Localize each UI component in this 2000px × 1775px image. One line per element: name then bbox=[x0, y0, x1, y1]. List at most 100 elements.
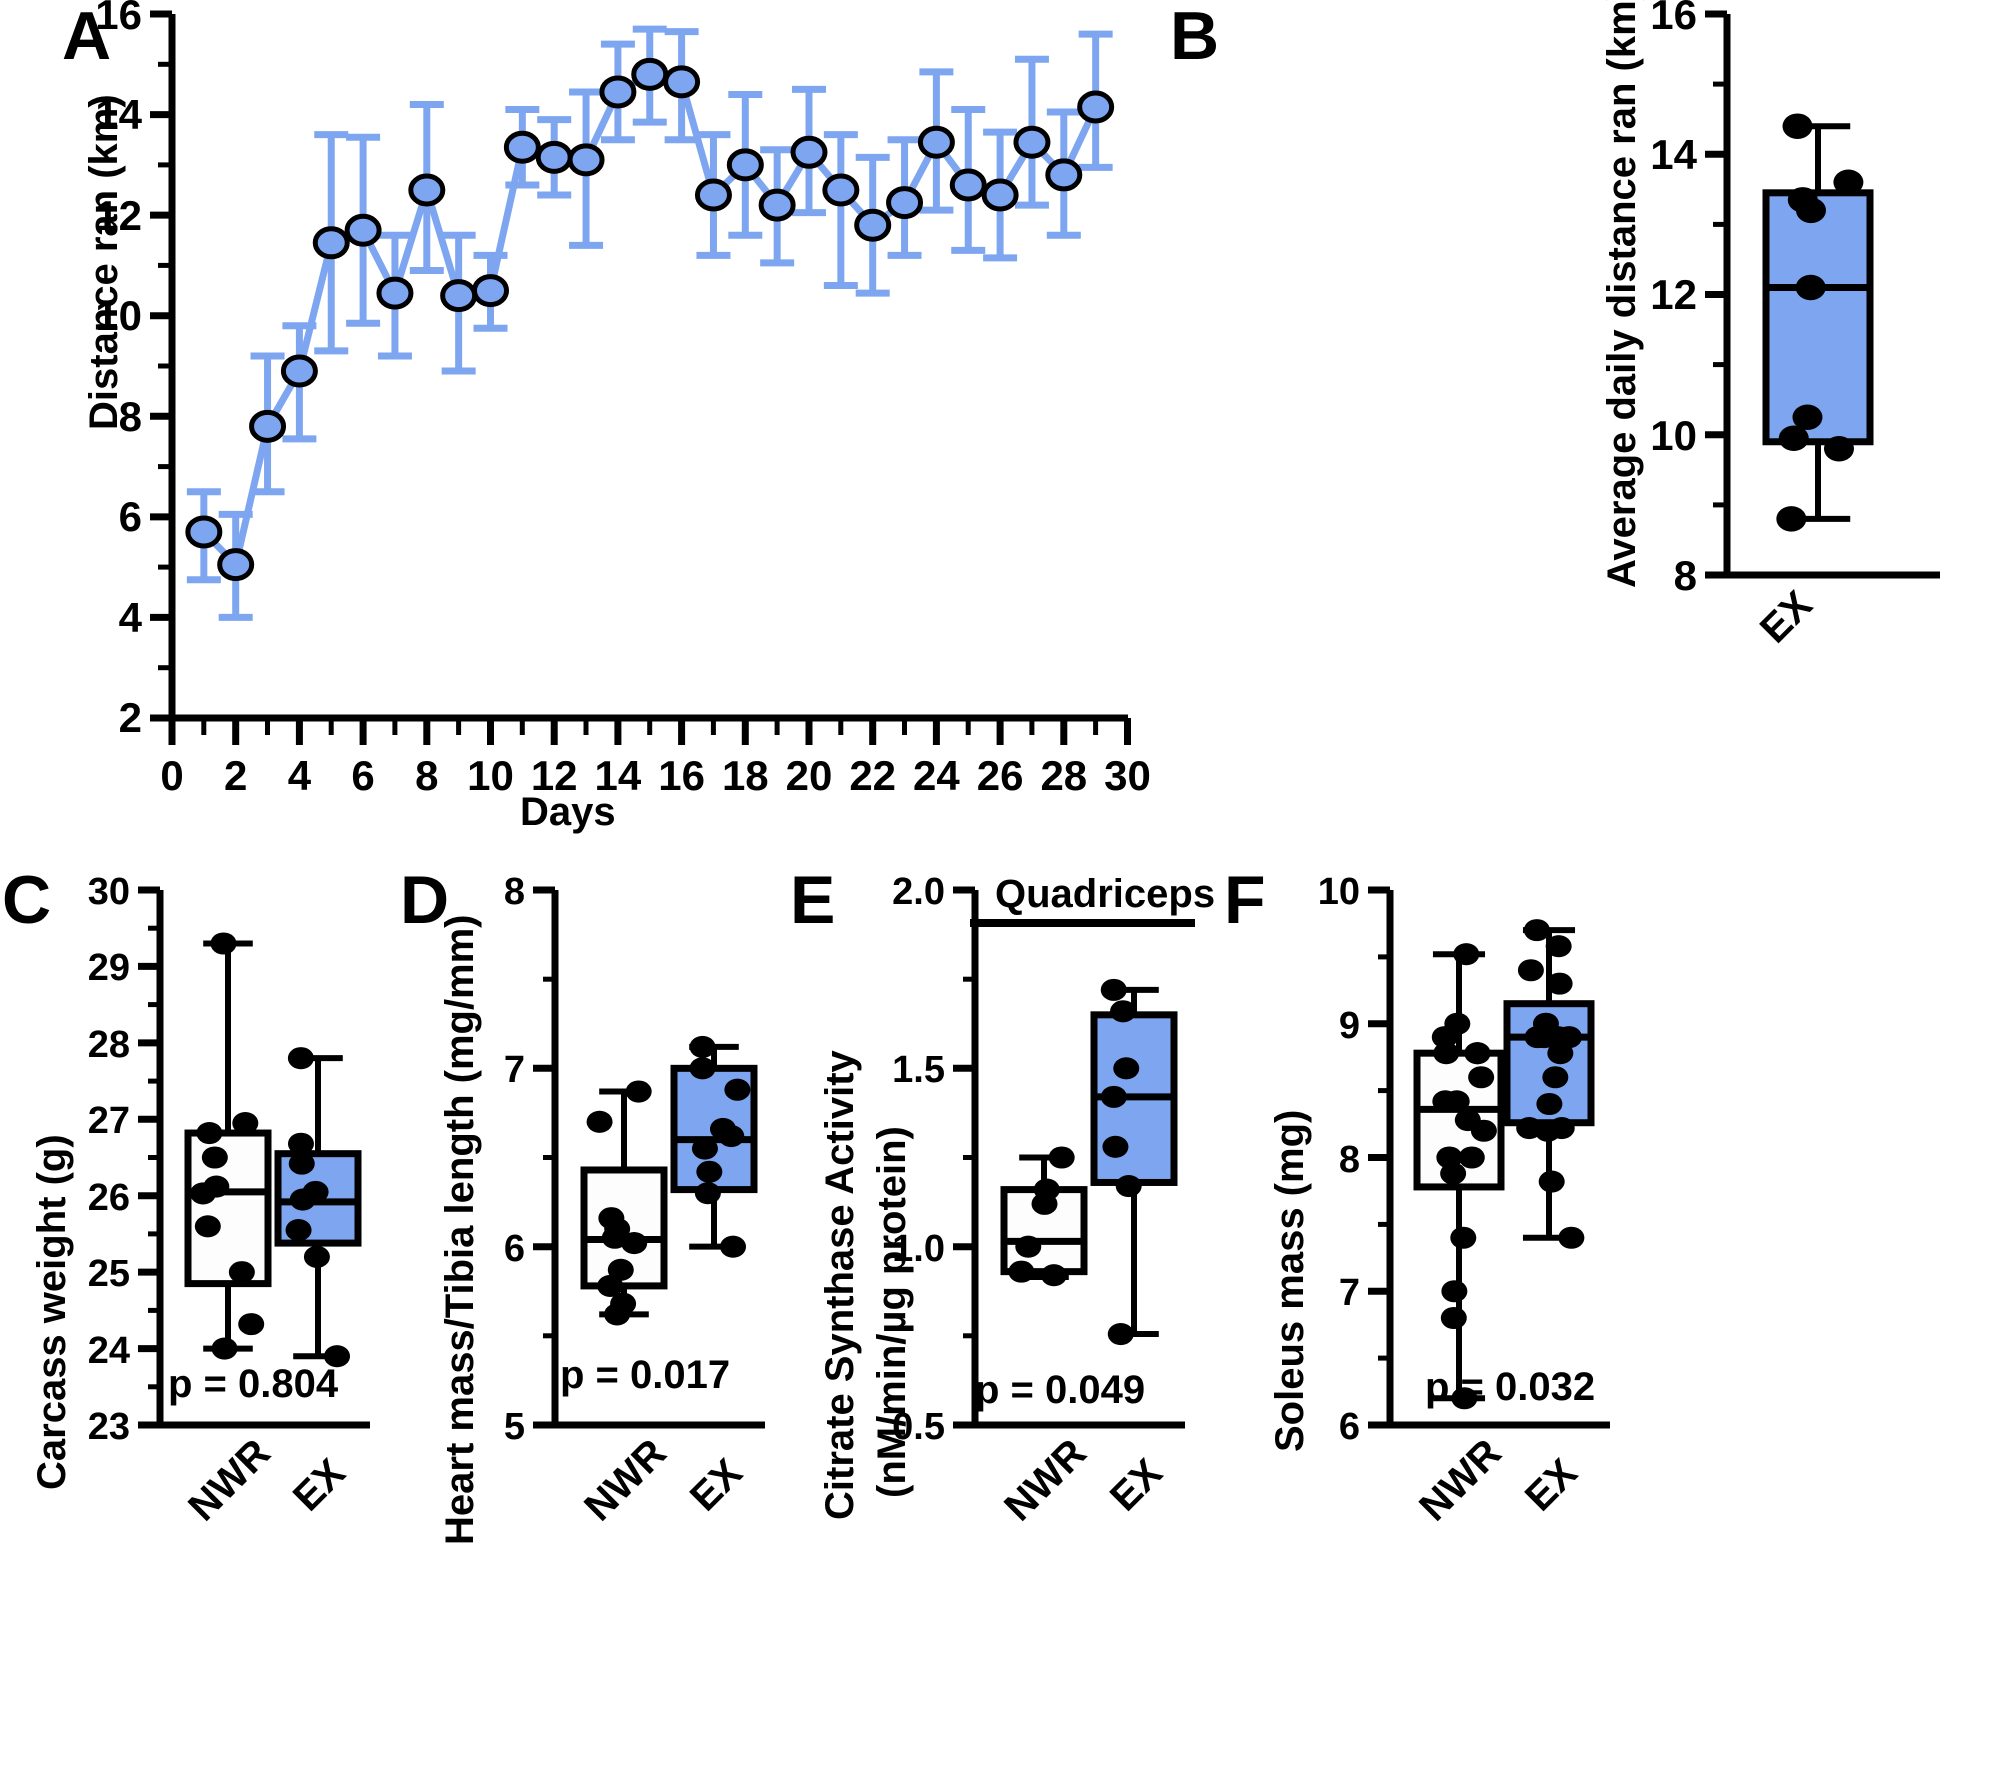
scatter-point bbox=[1450, 1226, 1477, 1249]
scatter-point bbox=[604, 1303, 631, 1326]
scatter-point bbox=[1440, 1162, 1467, 1185]
scatter-point bbox=[1545, 935, 1572, 958]
scatter-point bbox=[1100, 1085, 1127, 1108]
panel-d-p-value: p = 0.017 bbox=[560, 1353, 731, 1397]
scatter-point bbox=[689, 1035, 716, 1058]
panel-a-data-point bbox=[949, 168, 987, 202]
scatter-point bbox=[196, 1121, 223, 1145]
scatter-point bbox=[1778, 425, 1809, 452]
panel-e-inner-title: Quadriceps bbox=[995, 872, 1216, 916]
scatter-point bbox=[1100, 978, 1127, 1001]
scatter-point bbox=[689, 1057, 716, 1080]
svg-text:8: 8 bbox=[119, 393, 142, 440]
svg-text:14: 14 bbox=[1650, 131, 1697, 178]
panel-a-data-point bbox=[440, 279, 478, 313]
panel-a-x-axis-label: Days bbox=[520, 790, 616, 834]
scatter-point bbox=[694, 1182, 721, 1205]
scatter-point bbox=[1531, 1026, 1558, 1049]
scatter-point bbox=[1536, 1092, 1563, 1116]
panel-a-data-point bbox=[249, 409, 287, 443]
scatter-point bbox=[718, 1125, 745, 1148]
scatter-point bbox=[1468, 1066, 1495, 1089]
panel-f: F Soleus mass (mg) 10 9 8 7 bbox=[1210, 866, 1640, 1775]
scatter-point bbox=[303, 1245, 330, 1268]
scatter-point bbox=[238, 1313, 265, 1336]
svg-text:26: 26 bbox=[88, 1177, 130, 1219]
scatter-point bbox=[287, 1132, 314, 1155]
panel-a-data-point bbox=[472, 274, 509, 308]
scatter-point bbox=[1102, 1135, 1129, 1158]
panel-c-p-value: p = 0.804 bbox=[168, 1362, 339, 1406]
panel-a-data-point bbox=[599, 75, 637, 109]
svg-text:26: 26 bbox=[977, 752, 1024, 799]
panel-a-data-point bbox=[185, 515, 223, 549]
panel-a-data-point bbox=[376, 276, 414, 310]
panel-a-data-point bbox=[408, 173, 446, 207]
scatter-point bbox=[586, 1110, 613, 1133]
scatter-point bbox=[1433, 1042, 1460, 1065]
svg-text:6: 6 bbox=[351, 752, 374, 799]
scatter-point bbox=[1517, 959, 1544, 982]
svg-text:8: 8 bbox=[504, 871, 525, 913]
panel-a-y-axis-label: Distance ran (km) bbox=[82, 94, 126, 430]
svg-text:27: 27 bbox=[88, 1100, 130, 1142]
panel-a-data-point bbox=[758, 188, 796, 222]
panel-c-group-label-nwr: NWR bbox=[180, 1430, 279, 1530]
panel-a-data-point bbox=[917, 125, 955, 159]
scatter-point bbox=[1453, 943, 1480, 966]
panel-c-plot: 30 29 28 27 26 25 24 23 bbox=[88, 871, 370, 1448]
svg-text:2: 2 bbox=[224, 752, 247, 799]
panel-a-data-point bbox=[1077, 90, 1115, 124]
svg-text:0: 0 bbox=[160, 752, 183, 799]
panel-c-label: C bbox=[2, 862, 51, 938]
panel-b-plot: 16 14 12 10 8 bbox=[1650, 0, 1940, 599]
svg-text:16: 16 bbox=[1650, 0, 1697, 38]
panel-c-group-label-ex: EX bbox=[284, 1450, 354, 1520]
svg-text:10: 10 bbox=[1650, 412, 1697, 459]
panel-f-group-label-nwr: NWR bbox=[1411, 1430, 1510, 1530]
scatter-point bbox=[1792, 404, 1823, 430]
svg-text:25: 25 bbox=[88, 1253, 130, 1295]
scatter-point bbox=[288, 1152, 315, 1175]
panel-a-data-point bbox=[280, 354, 318, 388]
box-plot-ex bbox=[1762, 113, 1874, 532]
scatter-point bbox=[1040, 1264, 1067, 1287]
panel-e-group-label-ex: EX bbox=[1101, 1450, 1171, 1520]
scatter-point bbox=[1031, 1192, 1058, 1215]
svg-text:24: 24 bbox=[88, 1330, 130, 1372]
panel-e-label: E bbox=[790, 862, 835, 938]
panel-a-data-point bbox=[312, 226, 350, 260]
scatter-point bbox=[1833, 169, 1864, 196]
panel-e-y-axis-label-line2: (nM/min/µg protein) bbox=[870, 1126, 914, 1498]
svg-text:14: 14 bbox=[95, 91, 142, 138]
scatter-point bbox=[289, 1188, 316, 1211]
box-plot-nwr bbox=[1413, 943, 1505, 1410]
svg-text:1.5: 1.5 bbox=[892, 1049, 945, 1091]
panel-a: A Distance ran (km) Days bbox=[0, 0, 1160, 834]
scatter-point bbox=[1440, 1306, 1467, 1330]
svg-text:24: 24 bbox=[913, 752, 960, 799]
scatter-point bbox=[1795, 274, 1826, 301]
panel-a-data-point bbox=[1045, 158, 1083, 192]
panel-b-label: B bbox=[1170, 0, 1219, 74]
panel-a-data-point bbox=[822, 173, 860, 207]
scatter-point bbox=[597, 1274, 624, 1297]
svg-text:10: 10 bbox=[467, 752, 514, 799]
box-plot-ex bbox=[1090, 978, 1178, 1346]
panel-a-plot: 16 14 12 10 8 6 4 2 bbox=[95, 0, 1151, 799]
scatter-point bbox=[1443, 1090, 1470, 1113]
svg-text:20: 20 bbox=[786, 752, 833, 799]
scatter-point bbox=[607, 1258, 634, 1281]
scatter-point bbox=[1048, 1146, 1075, 1169]
panel-d-group-label-nwr: NWR bbox=[576, 1430, 675, 1530]
svg-text:29: 29 bbox=[88, 947, 130, 989]
svg-text:10: 10 bbox=[1318, 871, 1360, 913]
scatter-point bbox=[1558, 1226, 1585, 1249]
panel-f-group-label-ex: EX bbox=[1516, 1450, 1586, 1520]
panel-f-p-value: p = 0.032 bbox=[1425, 1365, 1596, 1409]
svg-text:6: 6 bbox=[119, 493, 142, 540]
scatter-point bbox=[1823, 436, 1854, 462]
scatter-point bbox=[1538, 1170, 1565, 1193]
scatter-point bbox=[1464, 1042, 1491, 1065]
svg-text:30: 30 bbox=[88, 871, 130, 913]
